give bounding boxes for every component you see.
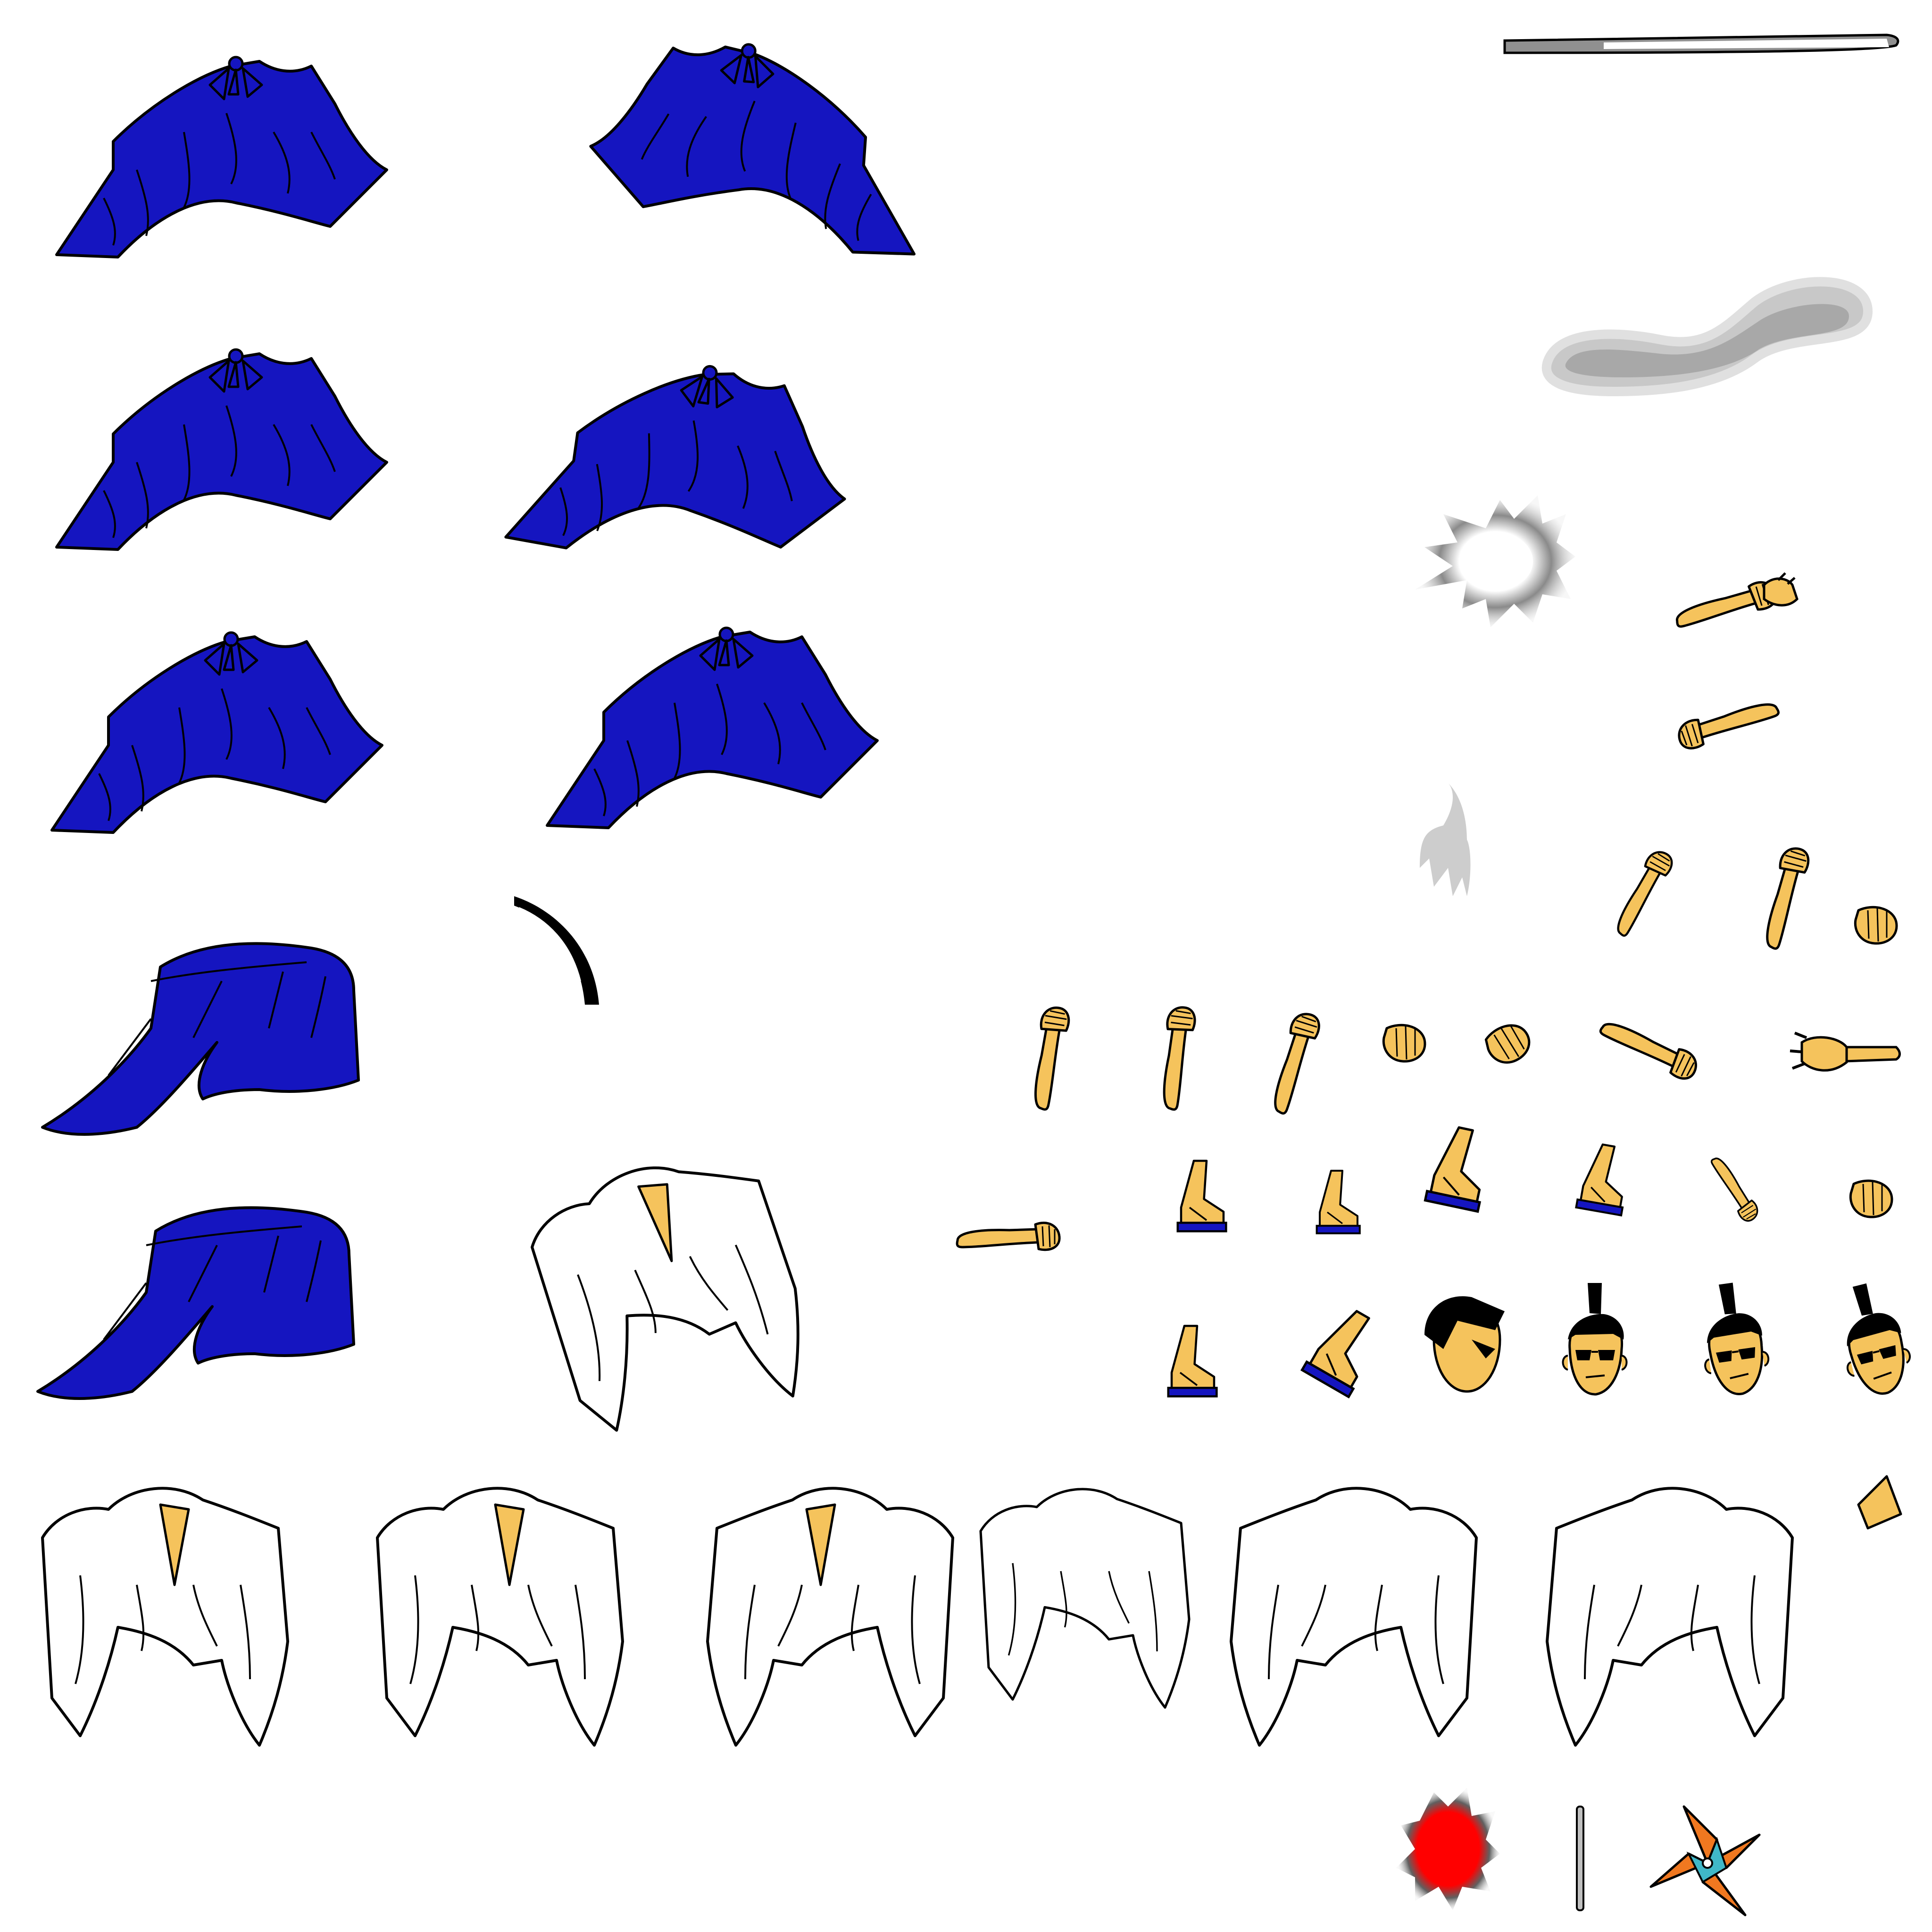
- blue-cape-sprite: [57, 57, 387, 257]
- blue-cape-sprite: [547, 628, 877, 828]
- pinwheel-prop: [1651, 1807, 1759, 1915]
- sword-blade-sprite: [1505, 35, 1898, 53]
- head-sprite: [1694, 1279, 1773, 1399]
- arm-sprite: [1675, 691, 1781, 752]
- blue-cape-sprite: [52, 633, 382, 833]
- foot-sprite: [1425, 1124, 1494, 1211]
- blue-cape-sprite: [584, 34, 928, 257]
- open-hand-arm-sprite: [1790, 1033, 1900, 1070]
- head-sprite: [1563, 1283, 1627, 1394]
- arm-sprite: [1755, 845, 1812, 950]
- blood-splat-effect: [1396, 1788, 1500, 1910]
- blue-cape-sprite: [42, 943, 358, 1134]
- foot-sprite: [1302, 1302, 1388, 1397]
- arm-sprite: [957, 1223, 1059, 1249]
- white-robe-sprite: [377, 1488, 623, 1745]
- white-robe-sprite: [1231, 1488, 1476, 1745]
- open-hand-sprite: [1764, 573, 1797, 605]
- blue-cape-sprite: [57, 350, 387, 550]
- white-robe-sprite: [42, 1488, 288, 1745]
- foot-sprite: [1576, 1142, 1633, 1216]
- arm-sprite: [1607, 847, 1676, 938]
- arm-sprite: [1673, 579, 1779, 630]
- blue-cape-sprite: [506, 341, 860, 585]
- arm-sprite: [1024, 1005, 1071, 1110]
- arm-sprite: [1598, 1011, 1701, 1083]
- smoke-trail-effect: [1547, 282, 1868, 391]
- impact-burst-effect: [1415, 495, 1575, 627]
- white-robe-sprite: [1547, 1488, 1792, 1745]
- foot-sprite: [1317, 1171, 1360, 1233]
- arm-sprite: [1153, 1005, 1197, 1111]
- dust-puff-effect: [1420, 783, 1471, 896]
- fist-sprite: [1482, 1018, 1535, 1070]
- fist-sprite: [1855, 907, 1897, 943]
- white-robe-sprite: [708, 1488, 953, 1745]
- fist-sprite: [1383, 1025, 1425, 1061]
- arm-sprite: [1709, 1152, 1761, 1224]
- foot-sprite: [1178, 1161, 1226, 1231]
- blue-cape-sprite: [38, 1208, 354, 1399]
- skin-chunk-prop: [1858, 1476, 1901, 1528]
- arm-sprite: [1262, 1010, 1323, 1116]
- foot-sprite: [1168, 1326, 1217, 1396]
- metal-rod-prop: [1577, 1807, 1583, 1910]
- head-sprite-profile: [1424, 1296, 1505, 1391]
- fist-sprite: [1850, 1181, 1892, 1217]
- head-sprite: [1829, 1277, 1917, 1401]
- white-robe-sprite: [520, 1140, 820, 1449]
- white-robe-sprite: [981, 1489, 1189, 1707]
